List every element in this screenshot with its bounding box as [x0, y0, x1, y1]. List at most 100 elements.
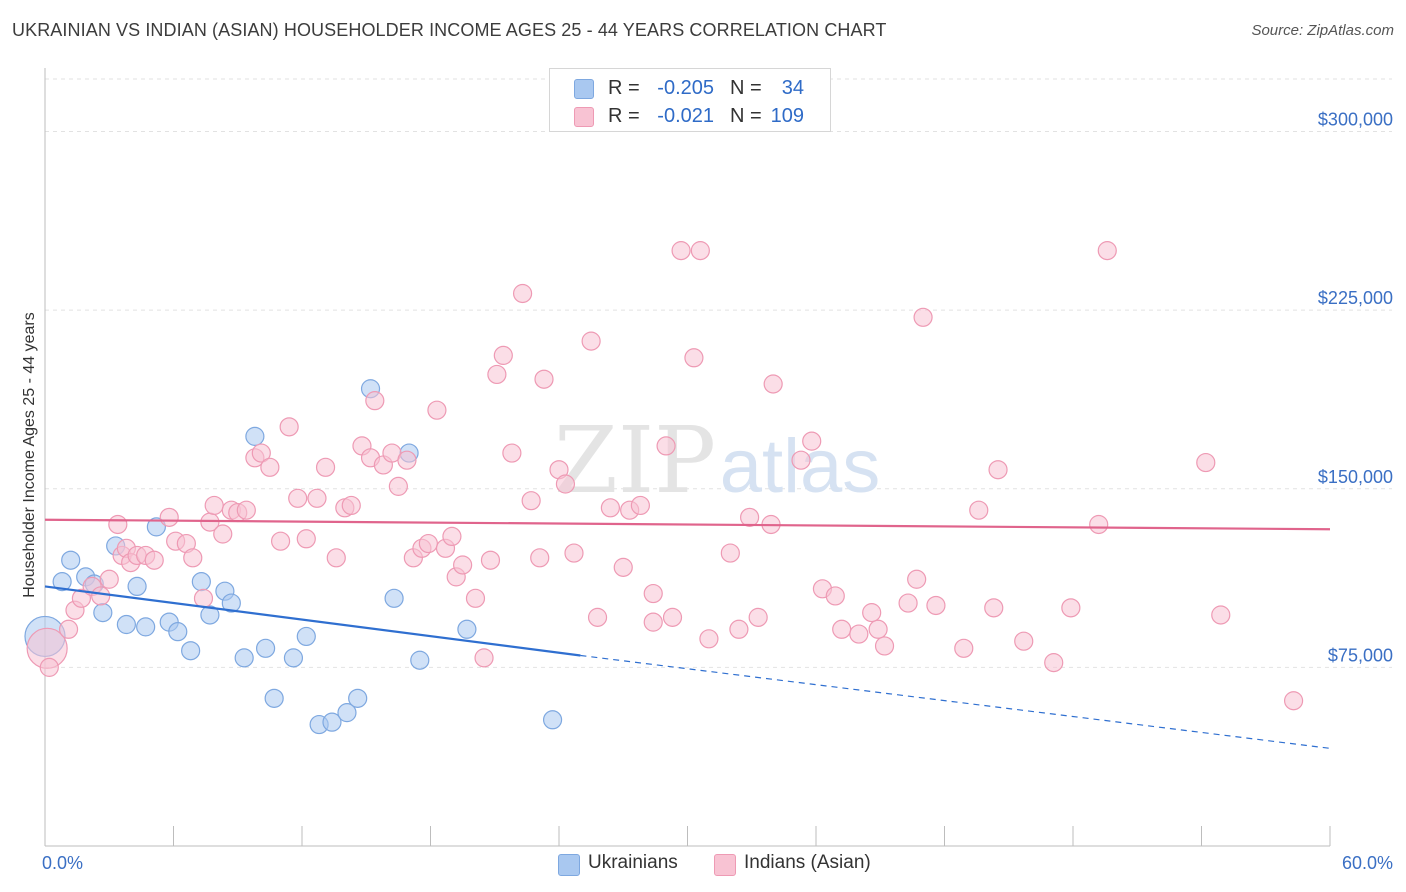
point-ukrainians — [200, 605, 220, 625]
point-indians — [643, 583, 663, 604]
point-indians — [71, 588, 92, 608]
trend-lines — [44, 518, 1331, 749]
point-indians — [521, 491, 541, 511]
trend-line-ukrainians — [44, 585, 581, 657]
legend-n-value: 109 — [770, 105, 804, 127]
point-indians — [487, 364, 507, 385]
point-ukrainians — [52, 572, 72, 592]
y-axis-title: Householder Income Ages 25 - 44 years — [21, 312, 38, 598]
point-indians — [630, 495, 650, 516]
point-ukrainians — [384, 588, 404, 608]
point-indians — [581, 331, 601, 351]
point-indians — [442, 526, 462, 547]
point-indians — [988, 460, 1008, 480]
point-indians — [315, 457, 336, 477]
point-indians — [984, 598, 1004, 618]
point-ukrainians — [191, 572, 211, 592]
point-ukrainians — [234, 648, 254, 668]
point-indians — [1196, 452, 1216, 473]
point-indians — [397, 450, 417, 470]
point-indians — [555, 474, 576, 494]
point-ukrainians — [296, 626, 316, 647]
legend-n-value: 34 — [781, 77, 804, 99]
legend-n-label: N = — [730, 105, 762, 127]
legend-row-indians: R = -0.021 N = 109 — [550, 103, 830, 133]
point-indians — [1097, 241, 1117, 261]
point-indians — [1283, 691, 1304, 711]
x-tick-label-max: 60.0% — [1342, 853, 1393, 873]
point-indians — [91, 586, 111, 606]
point-indians — [502, 443, 522, 463]
watermark: ZIP atlas — [554, 407, 880, 514]
point-indians — [1089, 514, 1109, 535]
point-indians — [183, 548, 203, 568]
series-swatch-indians — [714, 854, 736, 876]
grid-lines — [45, 78, 1392, 668]
point-indians — [493, 345, 513, 366]
point-indians — [270, 531, 291, 551]
point-indians — [926, 595, 946, 616]
point-indians — [849, 624, 869, 644]
point-indians — [296, 529, 316, 549]
point-indians — [144, 550, 164, 570]
point-indians — [656, 436, 676, 456]
legend-r-label: R = — [608, 77, 640, 99]
legend-r-value: -0.021 — [657, 105, 714, 127]
point-indians — [193, 588, 214, 608]
point-ukrainians — [337, 703, 357, 723]
y-tick-label: $225,000 — [1318, 288, 1393, 308]
y-tick-label: $75,000 — [1328, 645, 1393, 665]
point-indians — [564, 543, 584, 563]
point-indians — [907, 569, 927, 589]
point-ukrainians — [221, 593, 241, 613]
point-ukrainians — [127, 576, 147, 597]
point-indians — [236, 500, 256, 520]
point-ukrainians — [168, 622, 188, 642]
y-tick-label: $300,000 — [1318, 110, 1393, 130]
point-indians — [898, 593, 918, 613]
point-indians — [913, 307, 933, 327]
point-indians — [690, 241, 710, 261]
point-indians — [326, 548, 346, 568]
point-indians — [39, 657, 59, 677]
point-ukrainians — [348, 688, 368, 708]
point-indians — [474, 648, 494, 668]
point-indians — [58, 619, 79, 639]
point-ukrainians — [116, 614, 136, 635]
point-indians — [512, 283, 533, 304]
point-indians — [791, 450, 811, 470]
legend-r-label: R = — [608, 105, 640, 127]
point-indians — [763, 374, 783, 394]
point-indians — [418, 533, 438, 554]
point-indians — [1044, 653, 1064, 673]
point-indians — [307, 488, 327, 508]
point-indians — [600, 498, 621, 518]
point-indians — [740, 507, 760, 527]
point-indians — [969, 500, 989, 520]
point-indians — [862, 603, 882, 623]
point-indians — [1014, 631, 1034, 651]
point-indians — [587, 607, 608, 627]
point-indians — [684, 348, 704, 368]
legend-row-ukrainians: R = -0.205 N = 34 — [550, 75, 830, 105]
point-ukrainians — [457, 619, 477, 639]
series-label-ukrainians: Ukrainians — [588, 852, 678, 873]
point-indians — [288, 488, 308, 508]
point-indians — [388, 476, 408, 496]
point-indians — [453, 555, 473, 575]
point-indians — [699, 629, 719, 649]
axes — [44, 68, 1331, 847]
point-indians — [465, 588, 486, 608]
point-indians — [427, 400, 447, 420]
point-ukrainians — [93, 603, 113, 623]
point-indians — [832, 619, 852, 639]
point-ukrainians — [255, 638, 276, 658]
point-indians — [729, 619, 749, 639]
trend-line-indians — [44, 518, 1331, 531]
legend-swatch-indians — [574, 107, 594, 127]
point-ukrainians — [322, 712, 342, 732]
tick-labels: $75,000 $150,000 $225,000 $300,000 0.0% 60.0% — [42, 110, 1393, 873]
point-ukrainians — [264, 688, 284, 708]
point-ukrainians — [542, 710, 563, 730]
